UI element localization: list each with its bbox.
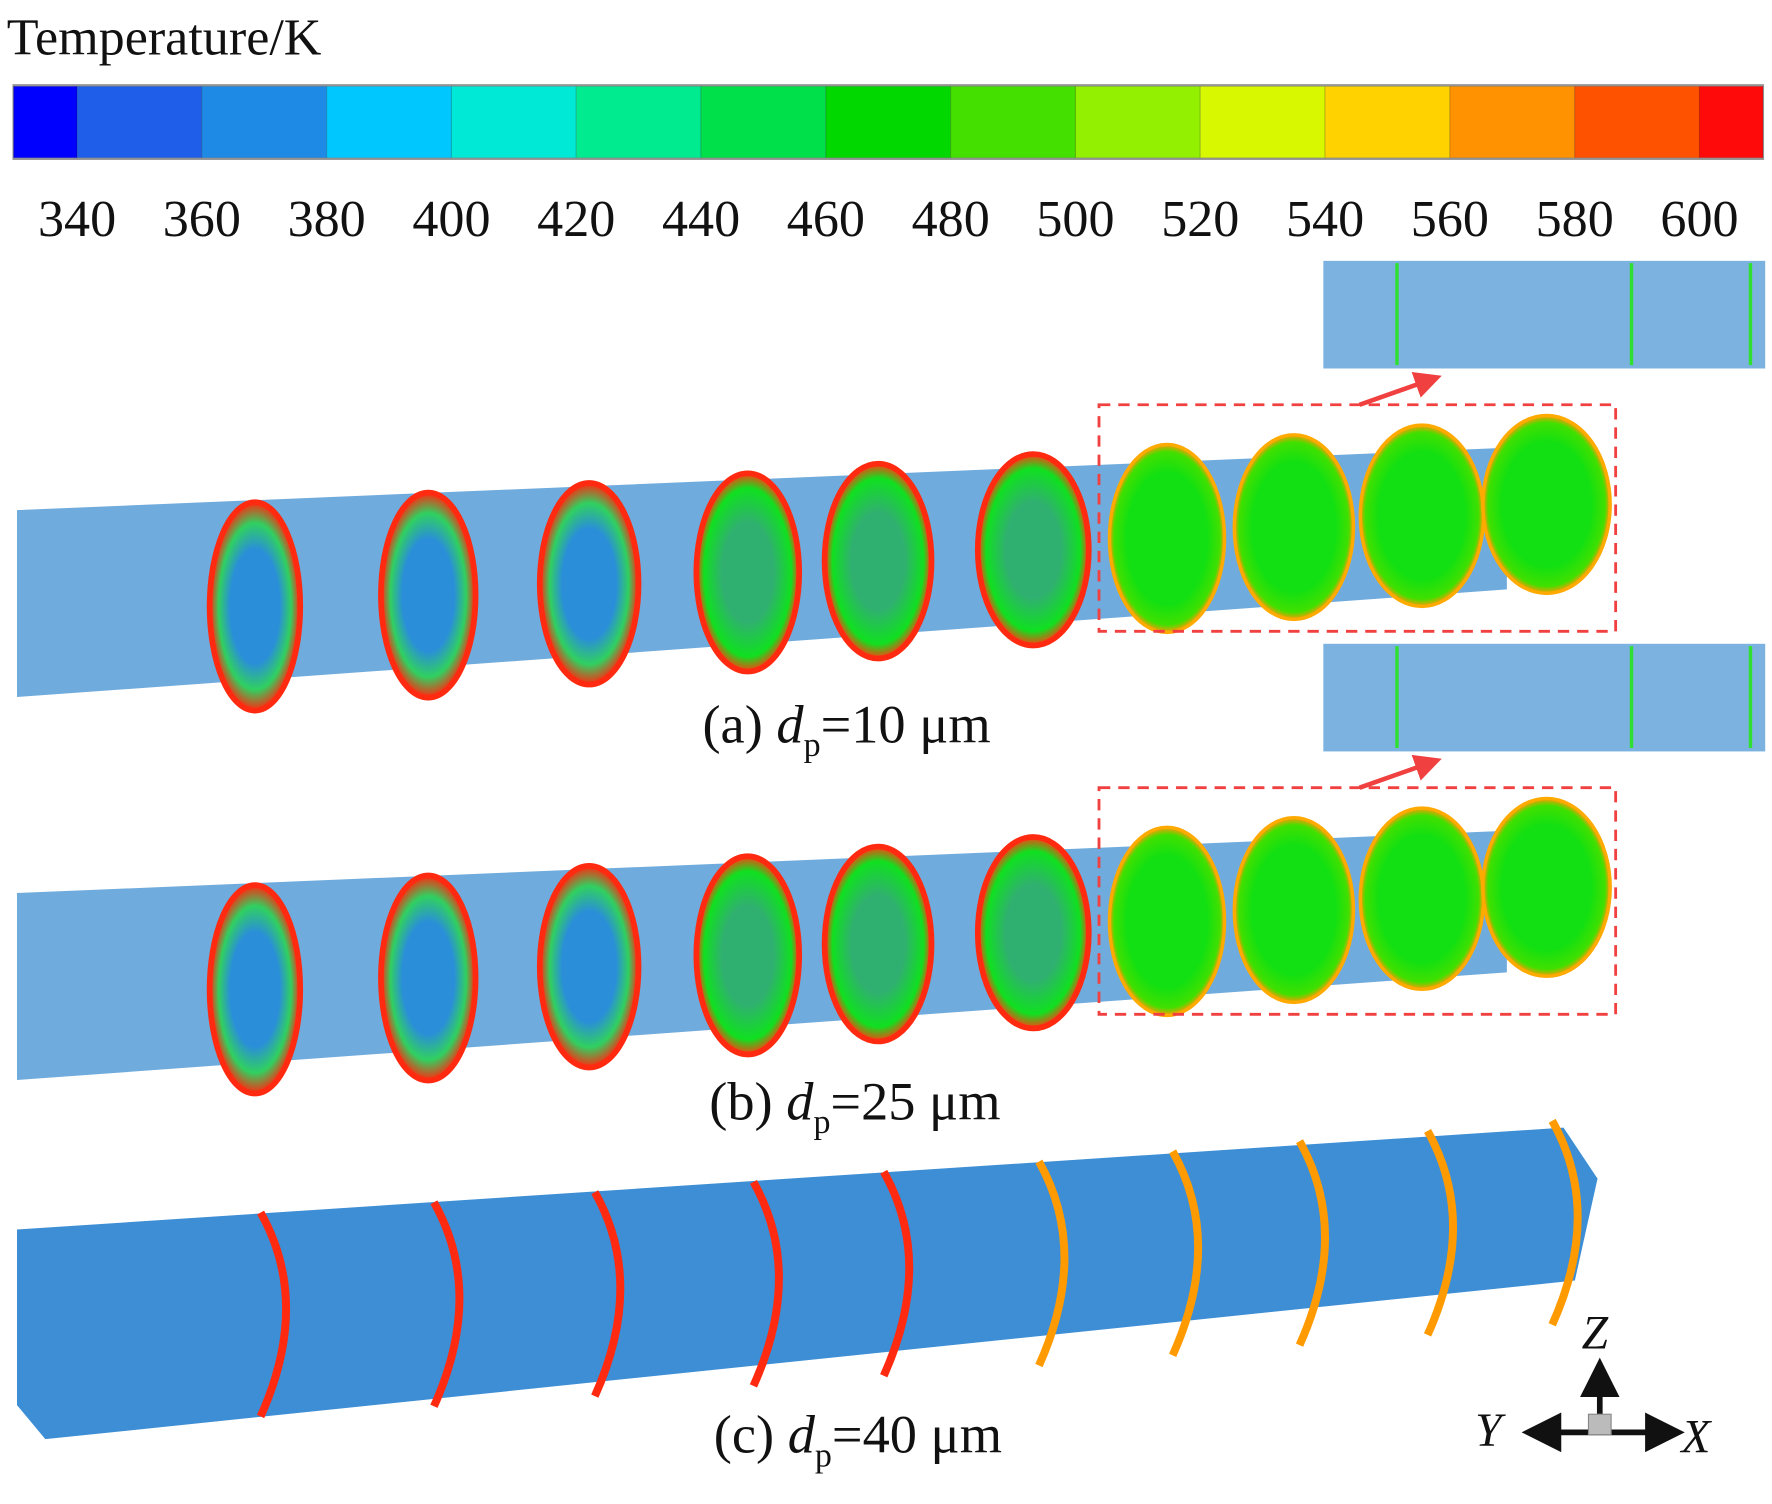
particle-bed	[16, 1127, 1598, 1440]
panel-caption: (b) dp=25 μm	[709, 1072, 1000, 1142]
colorbar-tick-label: 540	[1286, 191, 1364, 248]
colorbar-segment	[13, 85, 78, 159]
colorbar-segment	[1574, 85, 1701, 159]
colorbar-title: Temperature/K	[7, 10, 322, 67]
colorbar-segment	[1074, 85, 1201, 159]
panel-label: (b)	[709, 1072, 772, 1132]
temperature-slice	[693, 470, 803, 675]
colorbar-tick-label: 500	[1036, 191, 1114, 248]
temperature-slice	[693, 853, 803, 1058]
colorbar-tick-label: 400	[412, 191, 490, 248]
colorbar-segment	[1698, 85, 1764, 159]
temperature-slice	[1232, 816, 1356, 1005]
z-label: Z	[1582, 1308, 1609, 1360]
symbol: d	[776, 694, 804, 754]
temperature-slice	[974, 451, 1092, 649]
temperature-slice	[378, 872, 479, 1084]
temperature-slice	[1107, 442, 1227, 635]
zoom-box	[1097, 786, 1618, 1016]
subscript: p	[815, 1437, 832, 1474]
colorbar-tick-label: 580	[1536, 191, 1614, 248]
colorbar-tick-label: 380	[288, 191, 366, 248]
colorbar: 340 360 380 400 420 440 460 480 500 520 540 560 580 6…	[13, 85, 1764, 248]
temperature-slice	[1358, 806, 1486, 992]
temperature-front	[749, 1180, 783, 1388]
temperature-slice	[206, 882, 304, 1097]
symbol: d	[786, 1072, 814, 1132]
temperature-slice	[1481, 796, 1612, 979]
colorbar-segment	[575, 85, 702, 159]
temperature-front	[256, 1210, 290, 1419]
colorbar-tick-label: 440	[662, 191, 740, 248]
zoom-arrow	[1358, 371, 1442, 407]
caption-text: =25 μm	[830, 1072, 1000, 1132]
temperature-front	[430, 1200, 464, 1408]
colorbar-segment	[326, 85, 453, 159]
caption-text: =40 μm	[832, 1405, 1002, 1465]
panel-caption: (a) dp=10 μm	[702, 694, 990, 764]
colorbar-segment	[76, 85, 203, 159]
axis-triad: Z Y X	[1475, 1308, 1712, 1464]
colorbar-tick-label: 480	[912, 191, 990, 248]
colorbar-tick-label: 520	[1161, 191, 1239, 248]
temperature-slice	[536, 863, 642, 1071]
colorbar-tick-label: 360	[163, 191, 241, 248]
temperature-slice	[378, 489, 479, 701]
temperature-front	[1423, 1129, 1457, 1337]
colorbar-tick-label: 600	[1660, 191, 1738, 248]
y-label: Y	[1475, 1405, 1506, 1457]
colorbar-segment	[825, 85, 952, 159]
colorbar-tick-label: 560	[1411, 191, 1489, 248]
panel-label: (a)	[702, 694, 762, 754]
renderings	[16, 260, 1766, 1440]
colorbar-segment	[201, 85, 328, 159]
inset	[1323, 643, 1766, 752]
panel-caption: (c) dp=40 μm	[714, 1405, 1002, 1475]
temperature-front	[1548, 1118, 1582, 1327]
temperature-slice	[206, 499, 304, 714]
temperature-slice	[821, 460, 935, 662]
colorbar-segment	[950, 85, 1077, 159]
colorbar-segment	[1199, 85, 1326, 159]
temperature-slice	[1232, 433, 1356, 622]
colorbar-segment	[450, 85, 577, 159]
origin-box	[1587, 1413, 1612, 1436]
caption-text: =10 μm	[821, 694, 991, 754]
colorbar-segment	[700, 85, 827, 159]
temperature-slice	[974, 834, 1092, 1032]
subscript: p	[804, 727, 821, 764]
zoom-arrow	[1358, 754, 1442, 790]
temperature-front	[591, 1190, 625, 1398]
panel-label: (c)	[714, 1405, 774, 1465]
inset	[1323, 260, 1766, 369]
temperature-front	[880, 1169, 914, 1378]
temperature-front	[1169, 1149, 1202, 1357]
temperature-slice	[821, 843, 935, 1045]
temperature-slice	[1358, 423, 1486, 609]
temperature-front	[1295, 1139, 1329, 1347]
temperature-front	[1035, 1159, 1069, 1368]
colorbar-segment	[1324, 85, 1451, 159]
colorbar-tick-label: 420	[537, 191, 615, 248]
symbol: d	[788, 1405, 816, 1465]
subscript: p	[813, 1104, 830, 1141]
temperature-slice	[536, 480, 642, 688]
x-label: X	[1679, 1412, 1712, 1464]
temperature-slice	[1481, 413, 1612, 596]
colorbar-tick-label: 340	[38, 191, 116, 248]
zoom-box	[1097, 403, 1618, 633]
temperature-slice	[1107, 825, 1227, 1018]
colorbar-segment	[1449, 85, 1576, 159]
colorbar-tick-label: 460	[787, 191, 865, 248]
